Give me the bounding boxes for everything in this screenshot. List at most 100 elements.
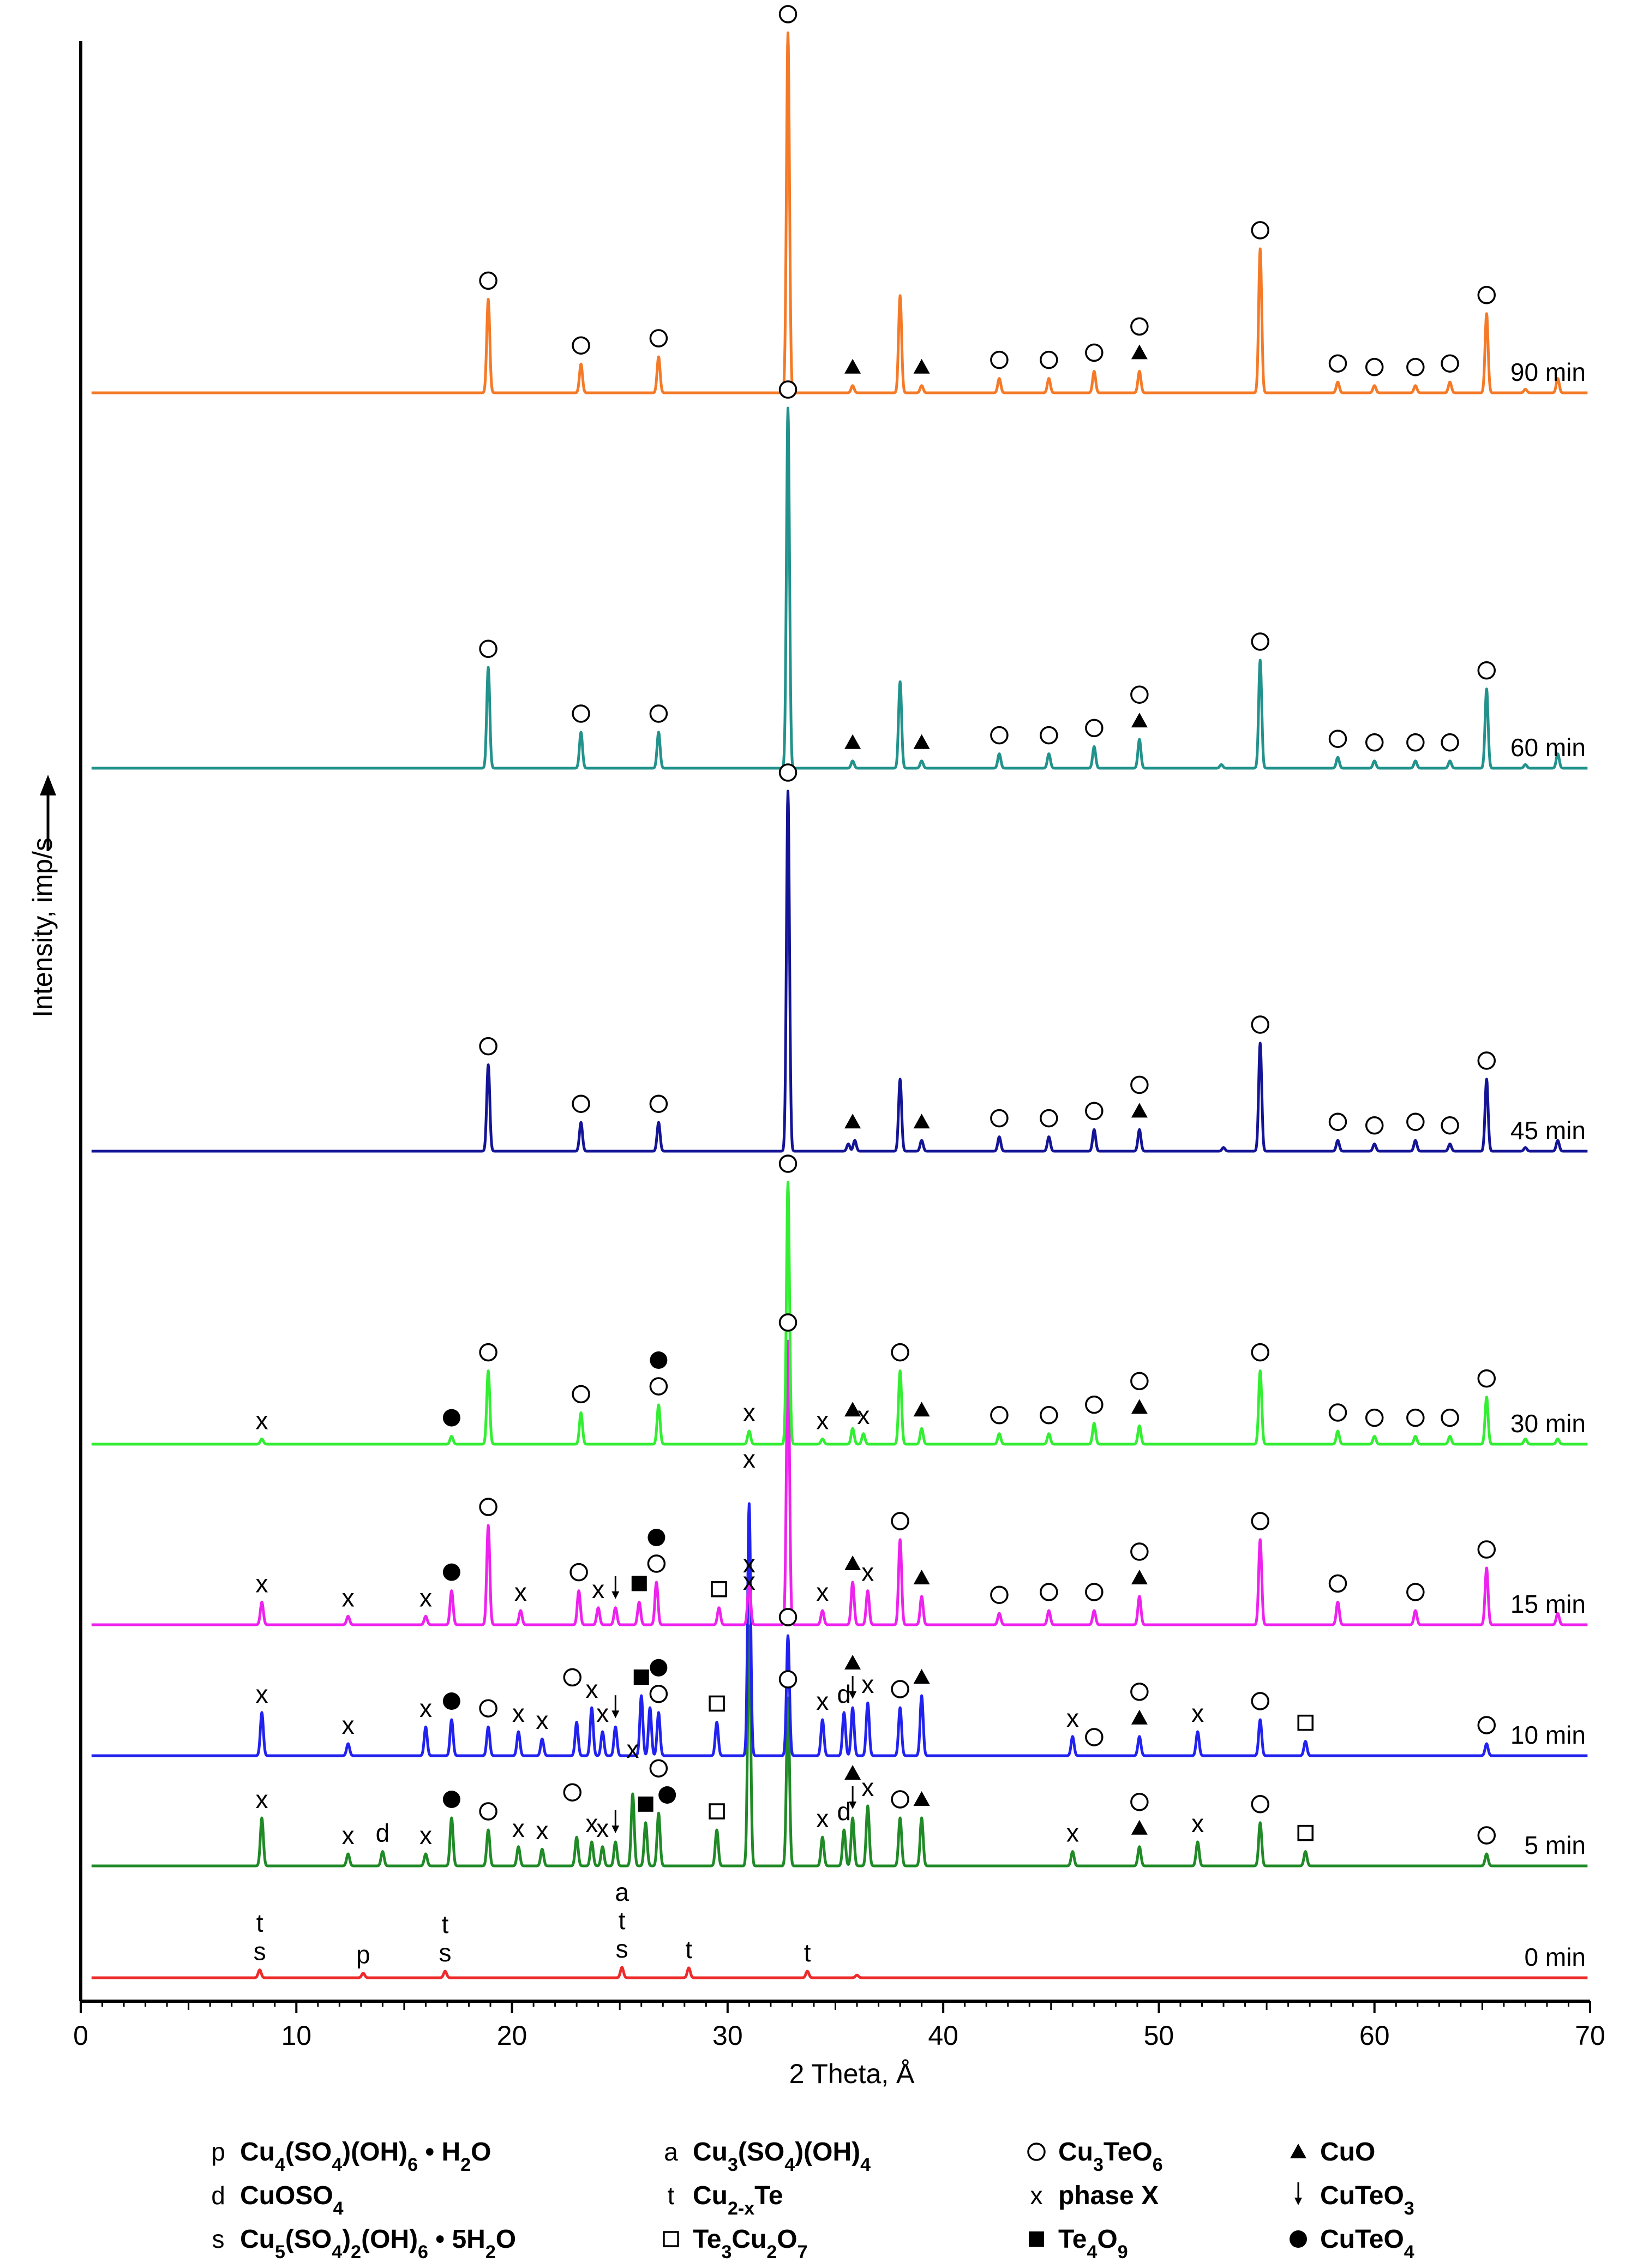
marker-filled-circle [442, 1692, 460, 1710]
marker-open-circle [1328, 354, 1347, 373]
marker-open-circle [1406, 358, 1425, 376]
marker-letter-x: x [596, 1814, 609, 1842]
legend-item: x phase X [1030, 2181, 1159, 2210]
marker-open-circle [572, 1094, 590, 1113]
legend-label: CuTeO3 [1320, 2181, 1414, 2219]
marker-triangle [844, 1655, 861, 1669]
series-45-min: 45 min [91, 789, 1588, 1153]
marker-filled-square [633, 1669, 649, 1685]
marker-open-circle [1130, 1075, 1149, 1094]
marker-arrow-head [849, 1802, 857, 1809]
marker-open-circle [1027, 2143, 1046, 2161]
marker-open-circle [1328, 1403, 1347, 1422]
marker-letter-x: x [512, 1814, 525, 1842]
marker-arrow-head [611, 1826, 620, 1833]
marker-letter-x: x [419, 1694, 432, 1722]
marker-letter-d: d [837, 1797, 852, 1826]
marker-open-circle [1130, 317, 1149, 336]
legend-item: d CuOSO4 [211, 2181, 343, 2219]
markers-60-min [479, 380, 1496, 752]
x-tick-label: 20 [497, 2020, 527, 2051]
series-label: 5 min [1525, 1831, 1586, 1859]
series-5-min: 5 min [91, 1624, 1588, 1868]
marker-letter-x: x [1191, 1809, 1204, 1838]
marker-open-circle [1085, 1728, 1104, 1746]
marker-triangle [1131, 1103, 1148, 1118]
marker-open-circle [647, 1554, 666, 1573]
marker-letter-x: x [1066, 1819, 1079, 1847]
marker-filled-circle [650, 1659, 668, 1677]
marker-open-circle [649, 704, 668, 723]
marker-open-circle [1251, 1343, 1269, 1362]
marker-open-circle [1441, 1116, 1459, 1135]
marker-triangle [913, 358, 930, 374]
marker-open-circle [479, 1037, 497, 1056]
marker-letter-x: x [256, 1406, 268, 1434]
marker-open-square [709, 1803, 725, 1820]
marker-open-circle [990, 350, 1009, 369]
x-tick-label: 60 [1359, 2020, 1390, 2051]
marker-letter-x: x [512, 1699, 525, 1727]
marker-open-circle [563, 1783, 582, 1802]
marker-open-circle [891, 1512, 909, 1530]
marker-triangle [913, 1402, 930, 1417]
marker-open-square [1297, 1714, 1314, 1731]
marker-letter-x: x [536, 1816, 548, 1845]
marker-triangle [913, 1791, 930, 1806]
marker-letter-x: x [816, 1804, 829, 1833]
marker-open-circle [479, 1802, 497, 1821]
legend-label: Cu3TeO6 [1058, 2138, 1163, 2175]
marker-letter-x: x [857, 1401, 870, 1429]
legend-label: Te3Cu2O7 [693, 2225, 808, 2263]
legend-item: t Cu2-xTe [668, 2181, 783, 2219]
marker-open-circle [1085, 1102, 1104, 1121]
marker-letter-d: d [376, 1819, 390, 1847]
marker-letter-x: x [342, 1821, 355, 1850]
marker-triangle [844, 358, 861, 374]
marker-open-circle [1251, 1015, 1269, 1034]
x-tick-label: 40 [928, 2020, 958, 2051]
marker-open-circle [572, 1385, 590, 1404]
marker-open-circle [1477, 1716, 1496, 1734]
marker-open-circle [649, 1094, 668, 1113]
marker-open-circle [1130, 1683, 1149, 1701]
marker-letter-s: s [439, 1938, 452, 1967]
marker-triangle [1131, 1820, 1148, 1835]
legend-item: p Cu4(SO4)(OH)6 • H2O [211, 2138, 491, 2175]
marker-triangle [1131, 1709, 1148, 1725]
marker-open-circle [1085, 1395, 1104, 1414]
marker-open-circle [1477, 1369, 1496, 1388]
marker-letter-x: x [861, 1773, 874, 1802]
marker-triangle [844, 1765, 861, 1780]
series-30-min: 30 min [91, 1181, 1588, 1446]
series-line [91, 1181, 1588, 1446]
marker-letter-x: x [743, 1567, 755, 1595]
marker-letter-x: x [256, 1680, 268, 1708]
marker-triangle [1131, 344, 1148, 360]
marker-open-circle [778, 1154, 797, 1173]
legend-label: Cu4(SO4)(OH)6 • H2O [240, 2138, 491, 2175]
series-line [91, 789, 1588, 1153]
marker-letter-t: t [619, 1906, 626, 1935]
marker-open-circle [1406, 733, 1425, 752]
marker-arrow-head [849, 1691, 857, 1699]
markers-45-min [479, 763, 1496, 1135]
marker-filled-circle [650, 1351, 668, 1369]
marker-open-circle [569, 1563, 588, 1582]
series-label: 0 min [1525, 1943, 1586, 1971]
marker-open-circle [1130, 1793, 1149, 1811]
marker-filled-square [631, 1576, 647, 1591]
marker-letter-t: t [685, 1935, 692, 1964]
series-90-min: 90 min [91, 31, 1588, 394]
marker-triangle [913, 734, 930, 749]
axes: 0 10 20 30 40 50 60 70 2 Theta, Å Intensity, imp/… [27, 41, 1605, 2089]
marker-open-circle [1040, 1583, 1058, 1601]
marker-letter-x: x [1191, 1699, 1204, 1727]
marker-filled-circle [1290, 2230, 1307, 2248]
marker-letter-p: p [211, 2138, 225, 2166]
marker-letter-t: t [442, 1910, 449, 1938]
